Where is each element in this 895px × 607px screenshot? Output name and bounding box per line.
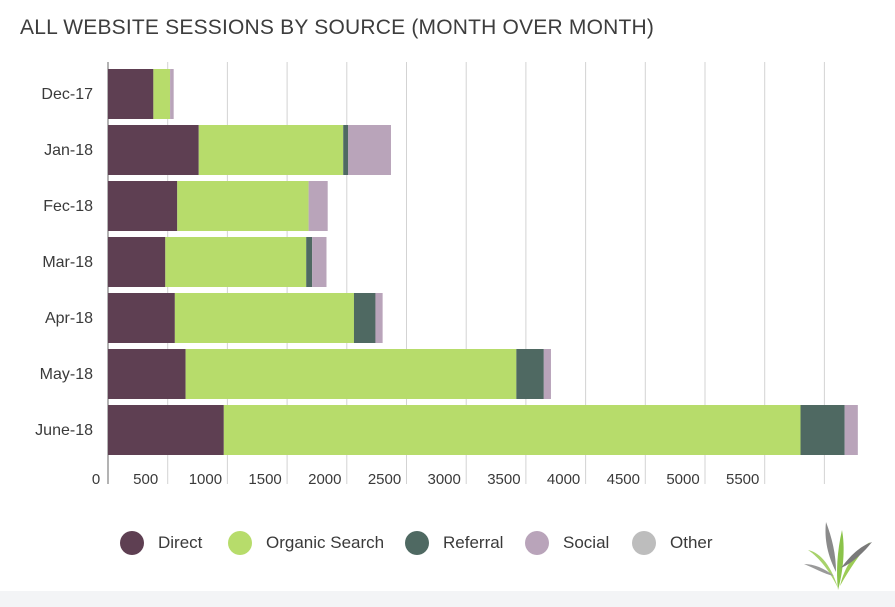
x-tick-label: 500: [133, 471, 158, 488]
legend-swatch: [405, 531, 429, 555]
bar-organic-search: [153, 69, 171, 119]
footer-band: [0, 591, 895, 607]
x-tick-label: 4000: [547, 471, 580, 488]
bar-social: [312, 237, 327, 287]
bar-organic-search: [185, 349, 517, 399]
bar-referral: [800, 405, 845, 455]
bar-direct: [108, 181, 178, 231]
bar-referral: [516, 349, 544, 399]
x-tick-label: 5000: [666, 471, 699, 488]
legend-label: Social: [563, 533, 610, 552]
legend-label: Organic Search: [266, 533, 385, 552]
bar-referral: [353, 293, 376, 343]
chart-plot: 0 500 1000 1500 2000 2500 3000 3500 4000 4500 5000…: [35, 62, 858, 488]
x-tick-label: 1500: [248, 471, 281, 488]
x-tick-label: 2500: [368, 471, 401, 488]
category-label: Dec-17: [41, 86, 93, 103]
bar-direct: [108, 405, 224, 455]
bar-social: [844, 405, 858, 455]
bar-referral: [343, 125, 348, 175]
bar-direct: [108, 237, 166, 287]
chart-legend: Direct Organic Search Referral Social Other: [0, 525, 895, 561]
bar-direct: [108, 69, 154, 119]
bar-organic-search: [223, 405, 801, 455]
legend-swatch: [632, 531, 656, 555]
category-label: Apr-18: [45, 310, 93, 327]
legend-label: Other: [670, 533, 713, 552]
bar-social: [543, 349, 551, 399]
bar-direct: [108, 293, 175, 343]
legend-swatch: [525, 531, 549, 555]
category-label: Mar-18: [42, 254, 93, 271]
legend-swatch: [228, 531, 252, 555]
chart-title: ALL WEBSITE SESSIONS BY SOURCE (MONTH OV…: [20, 16, 655, 39]
x-tick-label: 5500: [726, 471, 759, 488]
bar-social: [308, 181, 328, 231]
bar-social: [375, 293, 383, 343]
category-label: Fec-18: [43, 198, 93, 215]
x-tick-label: 0: [92, 471, 100, 488]
bar-direct: [108, 125, 199, 175]
bar-organic-search: [177, 181, 309, 231]
x-tick-label: 1000: [189, 471, 222, 488]
bar-direct: [108, 349, 186, 399]
leaf-logo-icon: [804, 522, 872, 590]
bar-social: [347, 125, 391, 175]
bar-organic-search: [174, 293, 354, 343]
x-tick-label: 2000: [308, 471, 341, 488]
x-tick-label: 3000: [428, 471, 461, 488]
bar-organic-search: [198, 125, 344, 175]
legend-swatch: [120, 531, 144, 555]
category-label: Jan-18: [44, 142, 93, 159]
category-label: June-18: [35, 422, 93, 439]
x-tick-label: 3500: [487, 471, 520, 488]
bar-referral: [306, 237, 313, 287]
bar-organic-search: [165, 237, 307, 287]
category-label: May-18: [40, 366, 93, 383]
x-tick-label: 4500: [607, 471, 640, 488]
bar-social: [170, 69, 174, 119]
legend-label: Direct: [158, 533, 203, 552]
legend-label: Referral: [443, 533, 504, 552]
